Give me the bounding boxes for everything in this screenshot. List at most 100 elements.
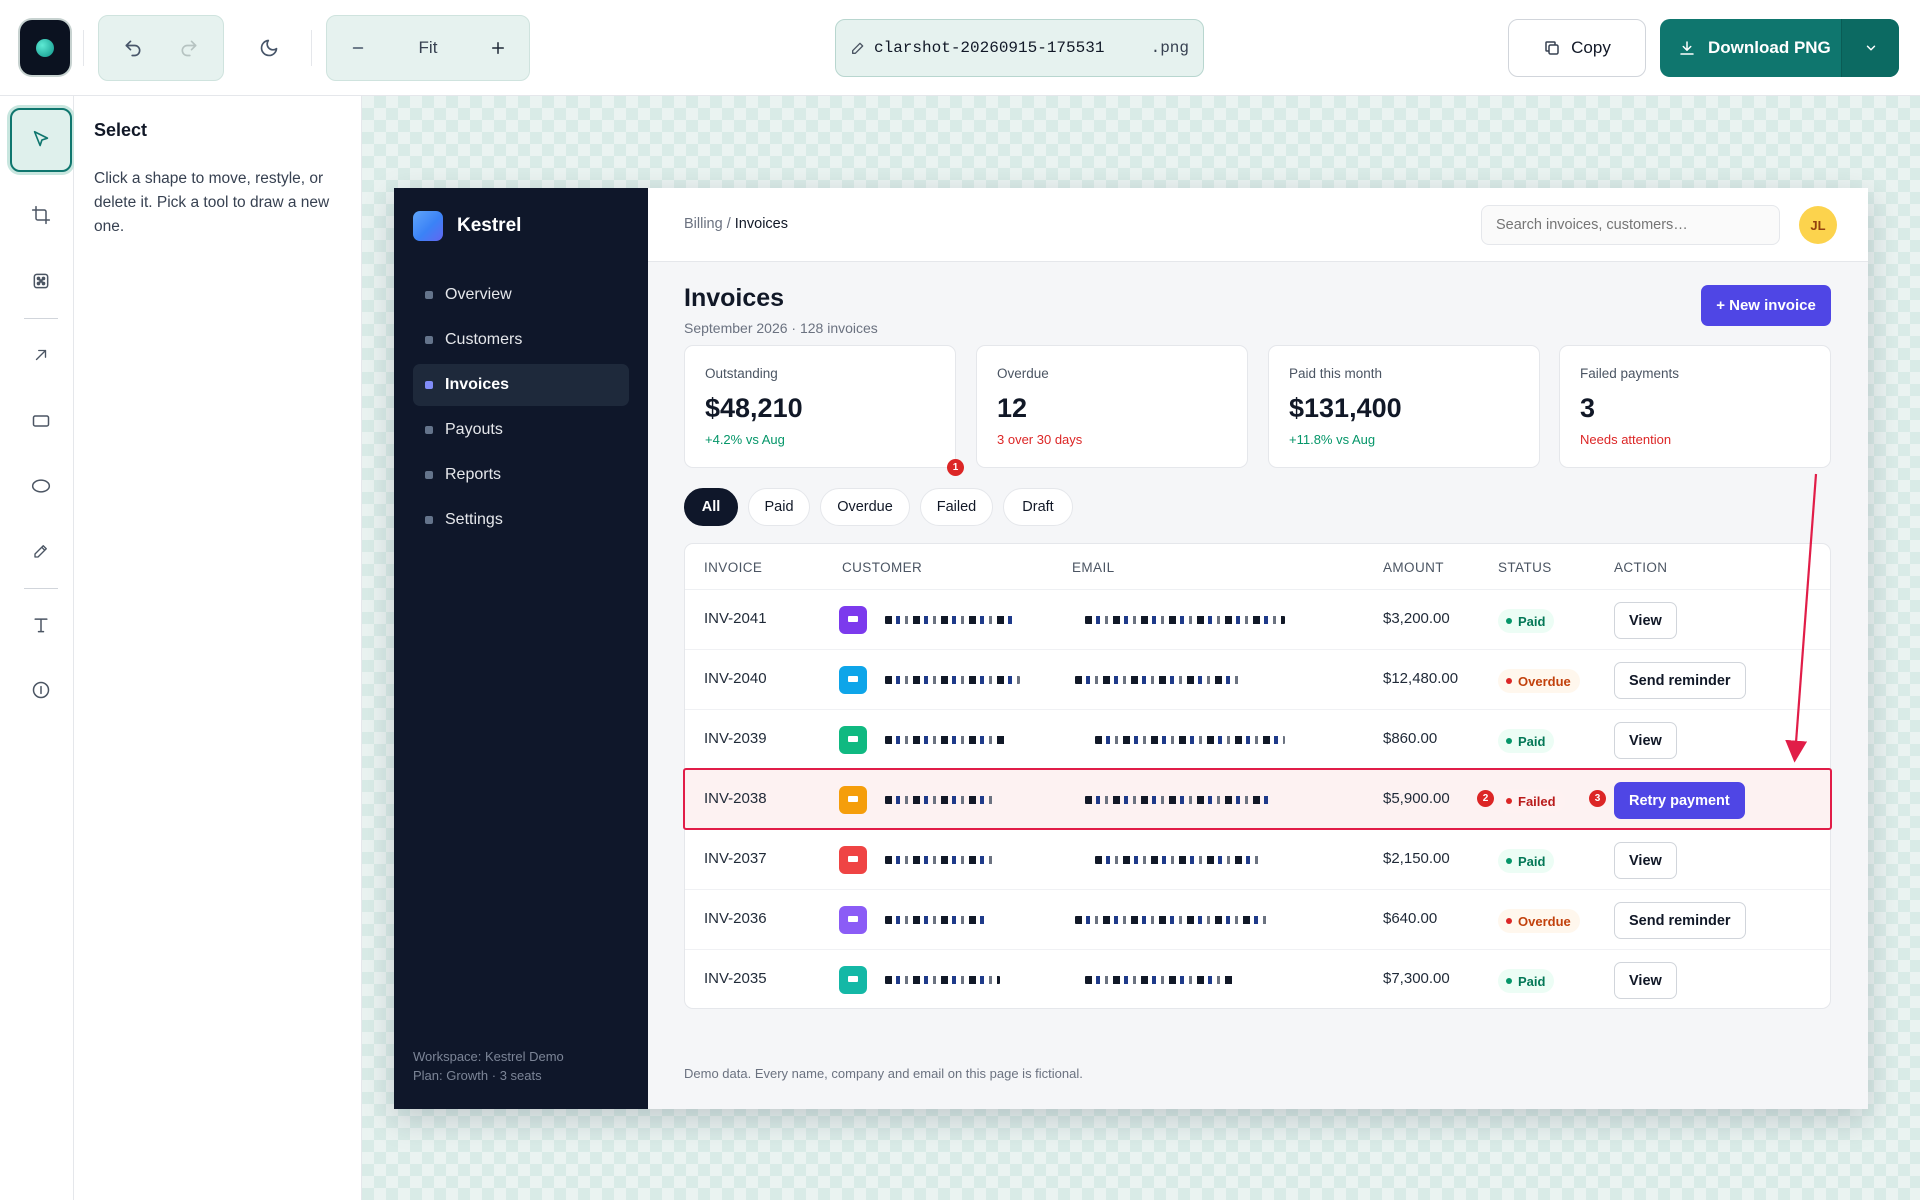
stat-note: +11.8% vs Aug xyxy=(1289,432,1376,447)
ellipse-tool[interactable] xyxy=(14,459,68,513)
stat-card-overdue: Overdue 12 3 over 30 days xyxy=(976,345,1248,468)
download-button-group: Download PNG xyxy=(1660,19,1899,77)
stat-value: 3 xyxy=(1580,393,1596,423)
new-invoice-button[interactable]: + New invoice xyxy=(1701,285,1831,326)
customer-avatar-icon xyxy=(839,906,867,934)
download-png-button[interactable]: Download PNG xyxy=(1660,19,1841,77)
moon-icon xyxy=(260,39,278,57)
step-marker-3[interactable]: 3 xyxy=(1589,790,1606,807)
avatar[interactable]: JL xyxy=(1799,206,1837,244)
nav-item-invoices[interactable]: Invoices xyxy=(413,364,629,406)
app-logo-button[interactable] xyxy=(20,20,70,75)
redacted-email xyxy=(1095,736,1285,744)
table-row[interactable]: INV-2041 $3,200.00 Paid View xyxy=(685,590,1830,650)
customer-avatar-icon xyxy=(839,966,867,994)
zoom-out-button[interactable] xyxy=(335,25,381,71)
workspace-plan: Plan: Growth · 3 seats xyxy=(413,1068,542,1083)
crop-tool[interactable] xyxy=(14,188,68,242)
select-icon xyxy=(33,130,49,147)
step-marker-1[interactable]: 1 xyxy=(947,459,964,476)
nav-label: Overview xyxy=(445,286,512,303)
brand-name: Kestrel xyxy=(457,215,522,236)
view-button[interactable]: View xyxy=(1614,722,1677,759)
stat-value: 12 xyxy=(997,393,1028,423)
arrow-annotation[interactable] xyxy=(394,188,1868,1109)
stat-value: $48,210 xyxy=(705,393,803,423)
filename-field[interactable]: clarshot-20260915-175531 .png xyxy=(835,19,1204,77)
redacted-customer-name xyxy=(885,796,995,804)
send-reminder-button[interactable]: Send reminder xyxy=(1614,902,1746,939)
filter-chip-failed[interactable]: Failed xyxy=(920,488,993,526)
status-label: Paid xyxy=(1518,853,1546,869)
invoice-id: INV-2036 xyxy=(704,910,767,927)
blur-icon xyxy=(33,273,49,289)
redo-button[interactable] xyxy=(166,25,212,71)
redacted-email xyxy=(1075,916,1270,924)
table-row[interactable]: INV-2040 $12,480.00 Overdue Send reminde… xyxy=(685,650,1830,710)
nav-item-settings[interactable]: Settings xyxy=(413,499,629,541)
redacted-email xyxy=(1085,796,1270,804)
blur-tool[interactable] xyxy=(14,254,68,308)
retry-payment-button[interactable]: Retry payment xyxy=(1614,782,1745,819)
customer-avatar-icon xyxy=(839,726,867,754)
filter-chip-all[interactable]: All xyxy=(684,488,738,526)
step-marker-tool[interactable] xyxy=(14,663,68,717)
rectangle-tool[interactable] xyxy=(14,394,68,448)
column-header[interactable]: INVOICE xyxy=(704,560,763,575)
stat-value: $131,400 xyxy=(1289,393,1402,423)
text-icon xyxy=(34,618,48,633)
arrow-tool[interactable] xyxy=(14,328,68,382)
screenshot-image[interactable]: Kestrel Overview Customers Invoices Payo… xyxy=(394,188,1868,1109)
table-row[interactable]: INV-2035 $7,300.00 Paid View xyxy=(685,950,1830,1008)
editor-toolbar: Fit clarshot-20260915-175531 .png Copy D… xyxy=(0,0,1920,96)
ellipse-icon xyxy=(31,479,51,493)
text-tool[interactable] xyxy=(14,598,68,652)
send-reminder-button[interactable]: Send reminder xyxy=(1614,662,1746,699)
select-tool[interactable] xyxy=(10,108,72,172)
view-button[interactable]: View xyxy=(1614,962,1677,999)
stat-label: Paid this month xyxy=(1289,366,1383,381)
nav-item-reports[interactable]: Reports xyxy=(413,454,629,496)
redo-icon xyxy=(181,40,197,57)
redacted-customer-name xyxy=(885,616,1015,624)
table-row-highlighted[interactable]: INV-2038 $5,900.00 Failed Retry payment xyxy=(685,770,1830,830)
status-dot-icon xyxy=(1506,678,1512,684)
download-options-button[interactable] xyxy=(1841,19,1899,77)
copy-button[interactable]: Copy xyxy=(1508,19,1646,77)
table-row[interactable]: INV-2037 $2,150.00 Paid View xyxy=(685,830,1830,890)
invoice-id: INV-2038 xyxy=(704,790,767,807)
breadcrumb-parent[interactable]: Billing xyxy=(684,216,723,232)
nav-item-payouts[interactable]: Payouts xyxy=(413,409,629,451)
nav-bullet-icon xyxy=(425,291,433,299)
theme-toggle-button[interactable] xyxy=(246,25,292,71)
zoom-level[interactable]: Fit xyxy=(418,38,438,57)
column-header[interactable]: AMOUNT xyxy=(1383,560,1444,575)
search-input[interactable] xyxy=(1481,205,1780,245)
view-button[interactable]: View xyxy=(1614,602,1677,639)
filter-chip-paid[interactable]: Paid xyxy=(748,488,810,526)
stat-label: Overdue xyxy=(997,366,1049,381)
column-header[interactable]: STATUS xyxy=(1498,560,1552,575)
minus-icon xyxy=(352,47,364,49)
filter-chip-draft[interactable]: Draft xyxy=(1003,488,1073,526)
invoice-amount: $7,300.00 xyxy=(1383,970,1450,987)
step-marker-2[interactable]: 2 xyxy=(1477,790,1494,807)
brand-logo-icon xyxy=(413,211,443,241)
invoice-id: INV-2035 xyxy=(704,970,767,987)
column-header[interactable]: ACTION xyxy=(1614,560,1668,575)
app-header: Billing / Invoices JL xyxy=(648,188,1868,262)
customer-avatar-icon xyxy=(839,666,867,694)
nav-bullet-icon xyxy=(425,381,433,389)
nav-item-overview[interactable]: Overview xyxy=(413,274,629,316)
invoice-amount: $3,200.00 xyxy=(1383,610,1450,627)
undo-button[interactable] xyxy=(110,25,156,71)
column-header[interactable]: EMAIL xyxy=(1072,560,1115,575)
stat-card-failed-payments: Failed payments 3 Needs attention xyxy=(1559,345,1831,468)
view-button[interactable]: View xyxy=(1614,842,1677,879)
table-row[interactable]: INV-2036 $640.00 Overdue Send reminder xyxy=(685,890,1830,950)
column-header[interactable]: CUSTOMER xyxy=(842,560,923,575)
nav-item-customers[interactable]: Customers xyxy=(413,319,629,361)
filter-chip-overdue[interactable]: Overdue xyxy=(820,488,910,526)
pen-tool[interactable] xyxy=(14,524,68,578)
zoom-in-button[interactable] xyxy=(475,25,521,71)
